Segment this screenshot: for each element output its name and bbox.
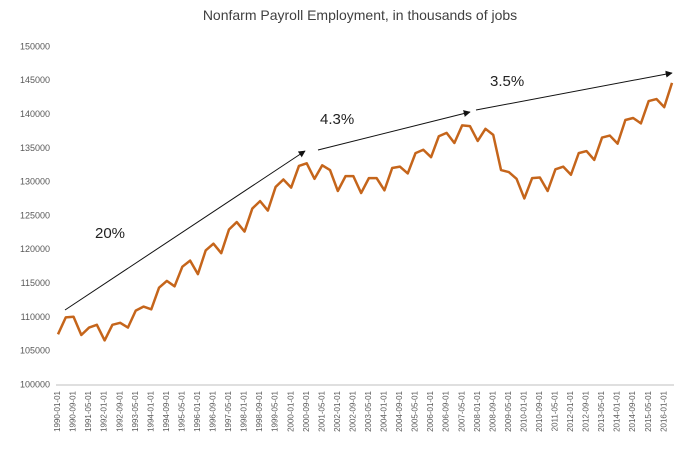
x-tick-label: 2012-09-01 xyxy=(582,390,591,431)
annotation: 3.5% xyxy=(490,73,524,90)
annotation: 4.3% xyxy=(320,111,354,128)
x-tick-label: 2005-05-01 xyxy=(411,390,420,431)
y-tick-label: 140000 xyxy=(20,109,50,119)
y-tick-label: 110000 xyxy=(21,312,50,322)
y-tick-label: 115000 xyxy=(21,278,50,288)
x-tick-label: 2015-05-01 xyxy=(644,390,653,431)
x-tick-label: 1992-09-01 xyxy=(115,390,124,431)
x-tick-label: 2012-01-01 xyxy=(566,390,575,431)
chart-title: Nonfarm Payroll Employment, in thousands… xyxy=(203,7,517,23)
y-tick-label: 105000 xyxy=(20,346,50,356)
annotation: 20% xyxy=(95,225,125,242)
x-tick-label: 1998-01-01 xyxy=(240,390,249,431)
y-tick-label: 130000 xyxy=(20,177,50,187)
arrow xyxy=(475,70,673,111)
x-tick-label: 1990-01-01 xyxy=(53,390,62,431)
x-tick-label: 2001-05-01 xyxy=(317,390,326,431)
x-tick-label: 1993-05-01 xyxy=(131,390,140,431)
y-tick-label: 150000 xyxy=(20,41,50,51)
x-tick-label: 2004-01-01 xyxy=(380,390,389,431)
x-tick-label: 1996-09-01 xyxy=(209,390,218,431)
y-tick-label: 135000 xyxy=(20,143,50,153)
x-tick-label: 2016-01-01 xyxy=(659,390,668,431)
x-tick-label: 2000-09-01 xyxy=(302,390,311,431)
x-tick-label: 2002-09-01 xyxy=(348,390,357,431)
x-tick-label: 2008-09-01 xyxy=(488,390,497,431)
x-tick-label: 2014-01-01 xyxy=(613,390,622,431)
x-tick-label: 1995-05-01 xyxy=(177,390,186,431)
x-tick-label: 1991-05-01 xyxy=(84,390,93,431)
x-tick-label: 2006-09-01 xyxy=(442,390,451,431)
y-tick-label: 125000 xyxy=(20,210,50,220)
x-tick-label: 2010-01-01 xyxy=(519,390,528,431)
x-tick-label: 2007-05-01 xyxy=(457,390,466,431)
x-tick-label: 2010-09-01 xyxy=(535,390,544,431)
x-tick-label: 2002-01-01 xyxy=(333,390,342,431)
x-tick-label: 1990-09-01 xyxy=(69,390,78,431)
x-tick-label: 2004-09-01 xyxy=(395,390,404,431)
x-tick-label: 2013-05-01 xyxy=(597,390,606,431)
x-tick-label: 1996-01-01 xyxy=(193,390,202,431)
line xyxy=(56,82,674,342)
x-tick-label: 2009-05-01 xyxy=(504,390,513,431)
x-tick-label: 2006-01-01 xyxy=(426,390,435,431)
x-tick-label: 1997-05-01 xyxy=(224,390,233,431)
x-tick-label: 1992-01-01 xyxy=(100,390,109,431)
x-tick-label: 2014-09-01 xyxy=(628,390,637,431)
y-tick-label: 145000 xyxy=(20,75,50,85)
arrow xyxy=(317,110,471,151)
y-tick-label: 100000 xyxy=(20,379,50,389)
x-tick-label: 2003-05-01 xyxy=(364,390,373,431)
x-tick-label: 1994-09-01 xyxy=(162,390,171,431)
y-tick-label: 120000 xyxy=(20,244,50,254)
x-tick-label: 1999-05-01 xyxy=(271,390,280,431)
x-tick-label: 2011-05-01 xyxy=(551,390,560,431)
x-tick-label: 1998-09-01 xyxy=(255,390,264,431)
arrow xyxy=(64,150,306,311)
x-tick-label: 2000-01-01 xyxy=(286,390,295,431)
x-tick-label: 1994-01-01 xyxy=(146,390,155,431)
x-tick-label: 2008-01-01 xyxy=(473,390,482,431)
